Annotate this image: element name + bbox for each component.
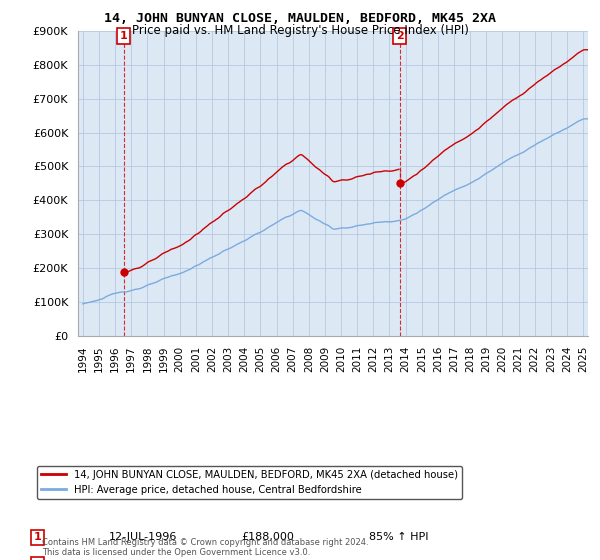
Legend: 14, JOHN BUNYAN CLOSE, MAULDEN, BEDFORD, MK45 2XA (detached house), HPI: Average: 14, JOHN BUNYAN CLOSE, MAULDEN, BEDFORD,…: [37, 466, 462, 499]
Text: 14, JOHN BUNYAN CLOSE, MAULDEN, BEDFORD, MK45 2XA: 14, JOHN BUNYAN CLOSE, MAULDEN, BEDFORD,…: [104, 12, 496, 25]
Text: Price paid vs. HM Land Registry's House Price Index (HPI): Price paid vs. HM Land Registry's House …: [131, 24, 469, 36]
Text: Contains HM Land Registry data © Crown copyright and database right 2024.
This d: Contains HM Land Registry data © Crown c…: [42, 538, 368, 557]
Text: £188,000: £188,000: [241, 533, 294, 543]
Text: 85% ↑ HPI: 85% ↑ HPI: [368, 533, 428, 543]
Text: 2: 2: [396, 31, 404, 41]
Text: 12-JUL-1996: 12-JUL-1996: [109, 533, 177, 543]
Text: 1: 1: [34, 533, 41, 543]
Text: 1: 1: [120, 31, 128, 41]
